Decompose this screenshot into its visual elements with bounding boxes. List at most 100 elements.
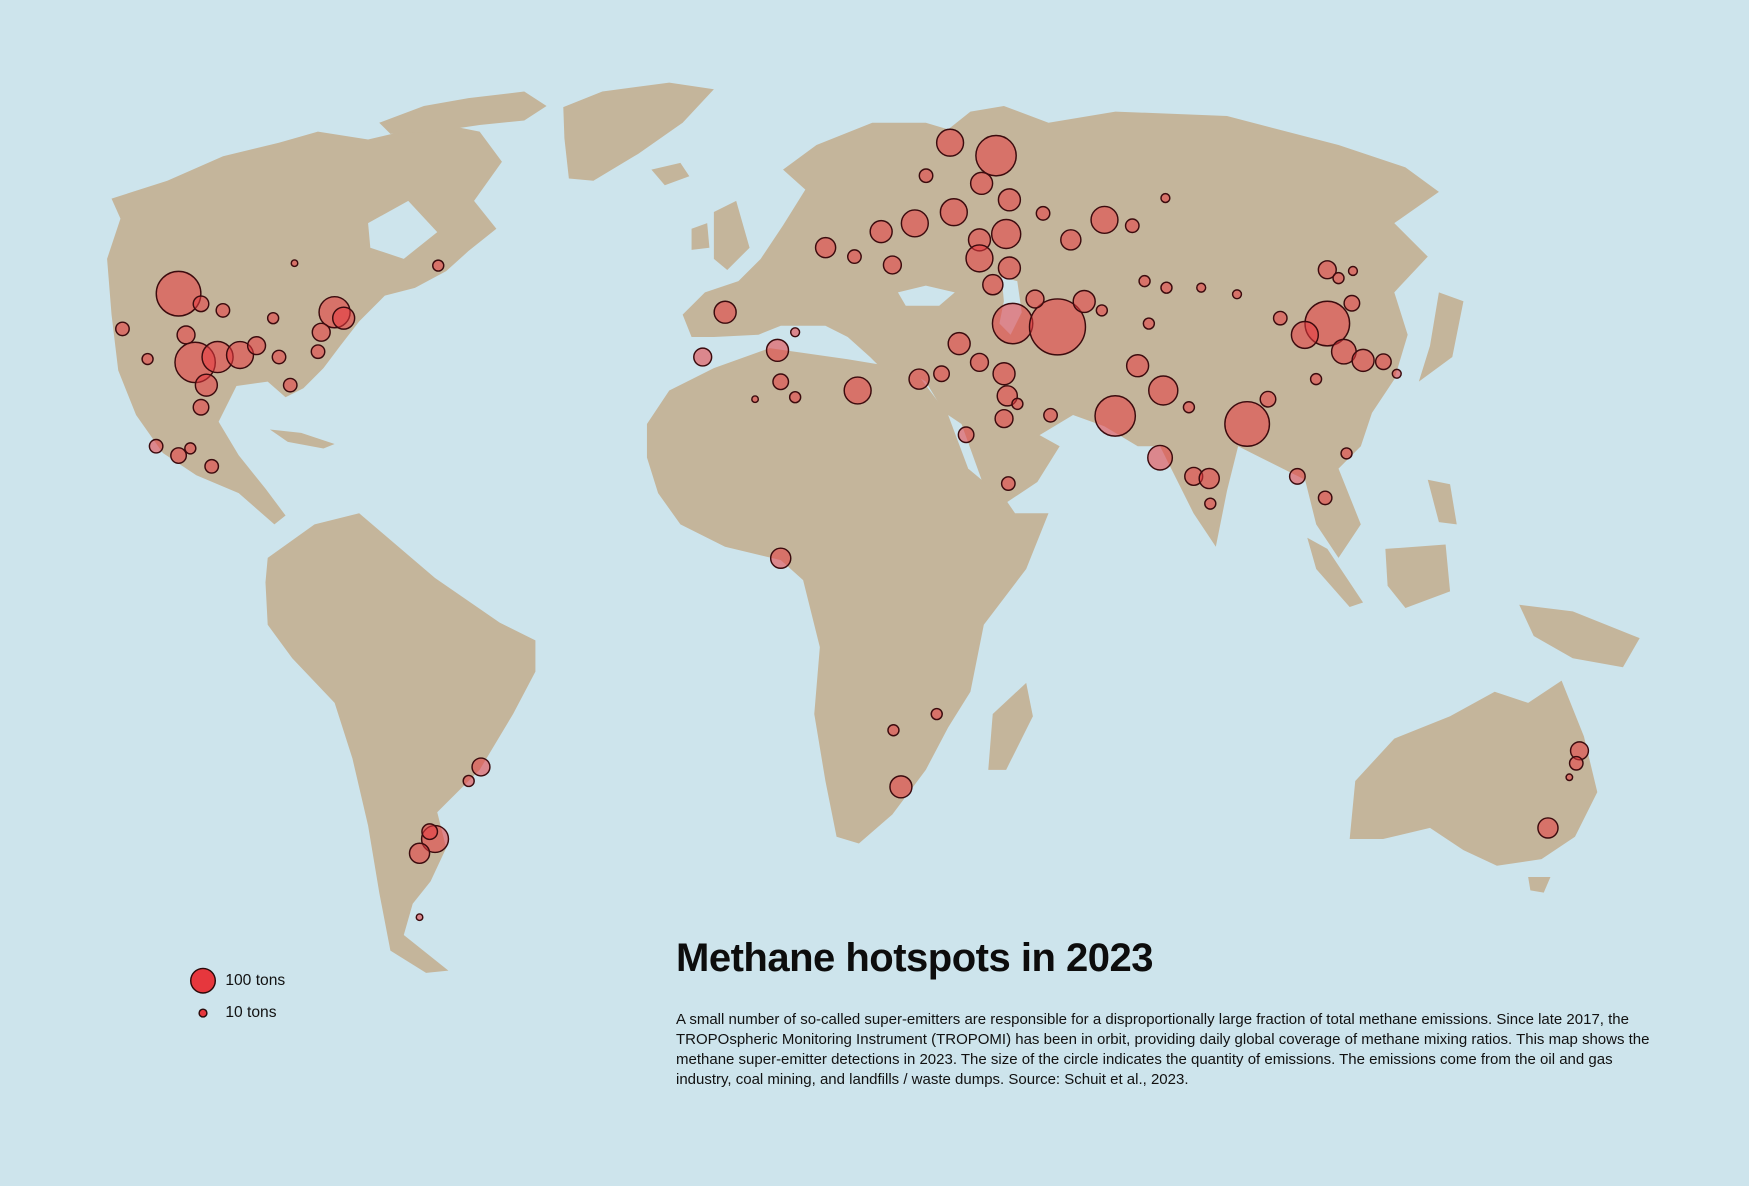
hotspot (1035, 205, 1051, 221)
legend-marker (198, 1008, 208, 1018)
land (1385, 544, 1451, 609)
hotspot (991, 302, 1034, 345)
hotspot (847, 249, 862, 265)
land (107, 124, 502, 525)
sea (948, 415, 982, 480)
hotspot (1204, 497, 1217, 510)
hotspot (1025, 289, 1045, 309)
hotspot (415, 913, 424, 922)
land (1427, 479, 1457, 525)
hotspot (225, 340, 255, 370)
hotspot (1094, 395, 1137, 437)
land-layer (107, 82, 1640, 973)
hotspot (1332, 271, 1345, 285)
land (563, 82, 714, 181)
hotspot (1565, 773, 1574, 782)
hotspot (271, 349, 287, 365)
hotspot (215, 302, 231, 318)
hotspot (814, 236, 837, 259)
hotspot (947, 331, 971, 356)
hotspot (266, 311, 280, 325)
hotspot-layer (115, 128, 1590, 922)
hotspot (1288, 467, 1306, 485)
hotspot (990, 218, 1022, 250)
hotspot (471, 757, 491, 777)
hotspot (969, 352, 990, 373)
hotspot (1391, 368, 1402, 379)
hotspot (1568, 755, 1584, 771)
hotspot (713, 300, 737, 324)
hotspot (1160, 192, 1171, 204)
hotspot (1043, 407, 1058, 423)
hotspot (1231, 289, 1243, 300)
hotspot (765, 338, 790, 363)
hotspot (772, 373, 790, 391)
legend-label: 100 tons (225, 972, 285, 989)
hotspot (1138, 274, 1151, 288)
hotspot (432, 259, 445, 272)
hotspot (194, 373, 219, 397)
hotspot (1028, 298, 1087, 356)
land (379, 91, 547, 134)
hotspot (1537, 817, 1559, 839)
hotspot (204, 458, 220, 474)
hotspot (1072, 289, 1096, 314)
bay (368, 200, 438, 259)
hotspot (1124, 218, 1140, 234)
hotspot (1317, 490, 1333, 506)
legend-label: 10 tons (225, 1004, 276, 1021)
hotspot (115, 321, 130, 337)
legend-marker (190, 967, 217, 994)
hotspot (1090, 205, 1119, 235)
hotspot (246, 335, 267, 356)
land (646, 348, 1049, 844)
hotspot (957, 426, 975, 444)
hotspot (421, 823, 439, 841)
hotspot (1198, 467, 1220, 490)
hotspot (170, 447, 188, 465)
title: Methane hotspots in 2023 (676, 936, 1153, 980)
hotspot (1351, 348, 1375, 373)
hotspot (982, 273, 1004, 296)
land (713, 200, 750, 271)
hotspot (869, 219, 893, 244)
hotspot (997, 188, 1022, 212)
hotspot (408, 842, 431, 865)
hotspot (1060, 229, 1082, 251)
hotspot (994, 408, 1014, 429)
hotspot (882, 255, 903, 275)
hotspot (331, 306, 356, 330)
hotspot (310, 344, 326, 360)
hotspot (789, 327, 801, 338)
hotspot (843, 376, 872, 405)
hotspot (1340, 447, 1353, 460)
sea (897, 285, 955, 306)
hotspot (1272, 310, 1288, 326)
hotspot (192, 398, 210, 416)
land (269, 429, 335, 449)
hotspot (1196, 282, 1207, 293)
land (1528, 876, 1551, 893)
hotspot (141, 352, 154, 366)
hotspot (282, 377, 298, 393)
land (988, 682, 1033, 770)
hotspot (1095, 304, 1109, 317)
hotspot (900, 209, 929, 238)
hotspot (997, 256, 1022, 280)
hotspot (992, 362, 1016, 386)
land (265, 513, 536, 973)
hotspot (462, 774, 475, 788)
hotspot (148, 438, 164, 454)
hotspot (1147, 444, 1174, 471)
hotspot (311, 322, 331, 342)
legend: 100 tons 10 tons (190, 967, 285, 1021)
hotspot (769, 547, 792, 569)
hotspot (935, 128, 965, 157)
hotspot (1160, 281, 1173, 294)
hotspot (192, 295, 210, 313)
hotspot (1343, 294, 1361, 312)
hotspot (1317, 260, 1337, 280)
hotspot (788, 390, 802, 404)
hotspot (1011, 397, 1024, 411)
